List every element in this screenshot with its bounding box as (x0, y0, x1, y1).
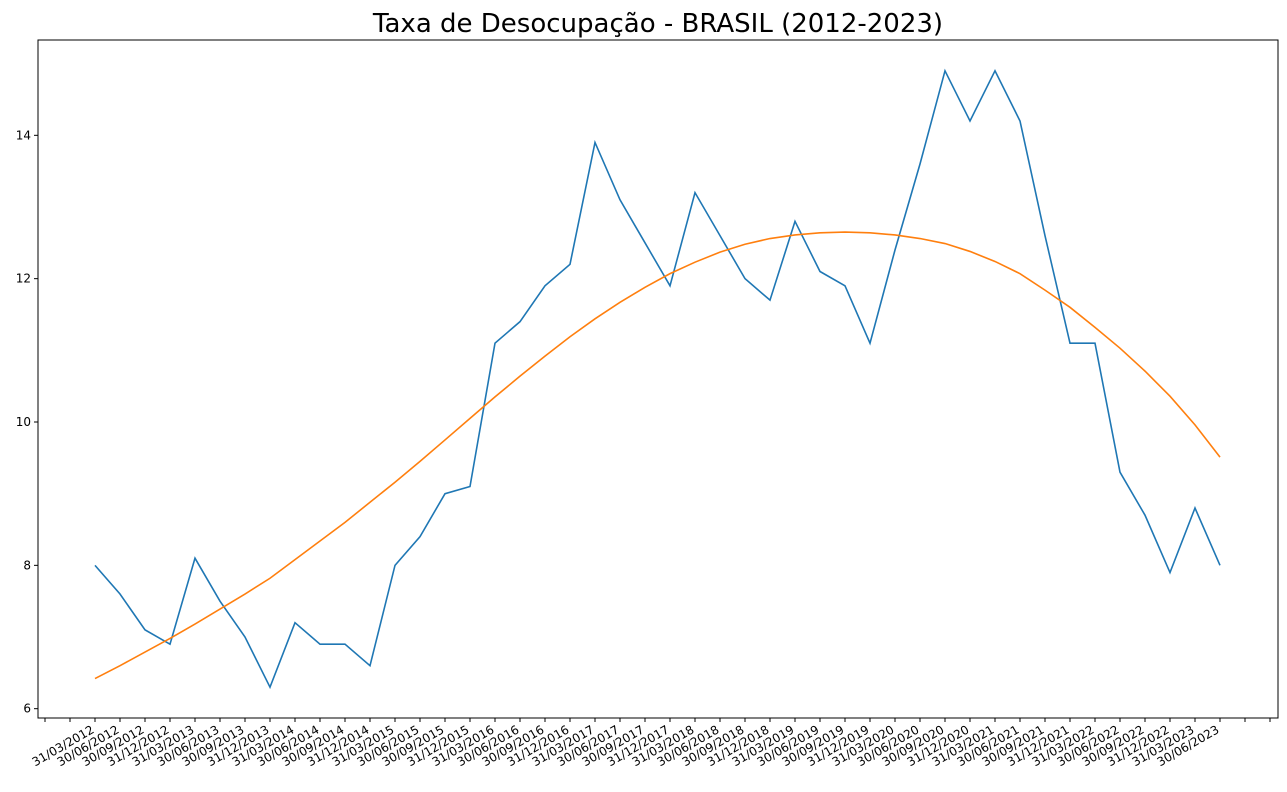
y-tick-label: 10 (16, 415, 31, 429)
y-tick-label: 6 (23, 702, 31, 716)
y-tick-label: 12 (16, 272, 31, 286)
y-tick-label: 8 (23, 558, 31, 572)
series-line (94, 68, 1221, 690)
series-line (94, 231, 1221, 680)
chart-title: Taxa de Desocupação - BRASIL (2012-2023) (372, 9, 943, 39)
plot-frame (37, 39, 1279, 719)
y-tick-label: 14 (16, 128, 31, 142)
